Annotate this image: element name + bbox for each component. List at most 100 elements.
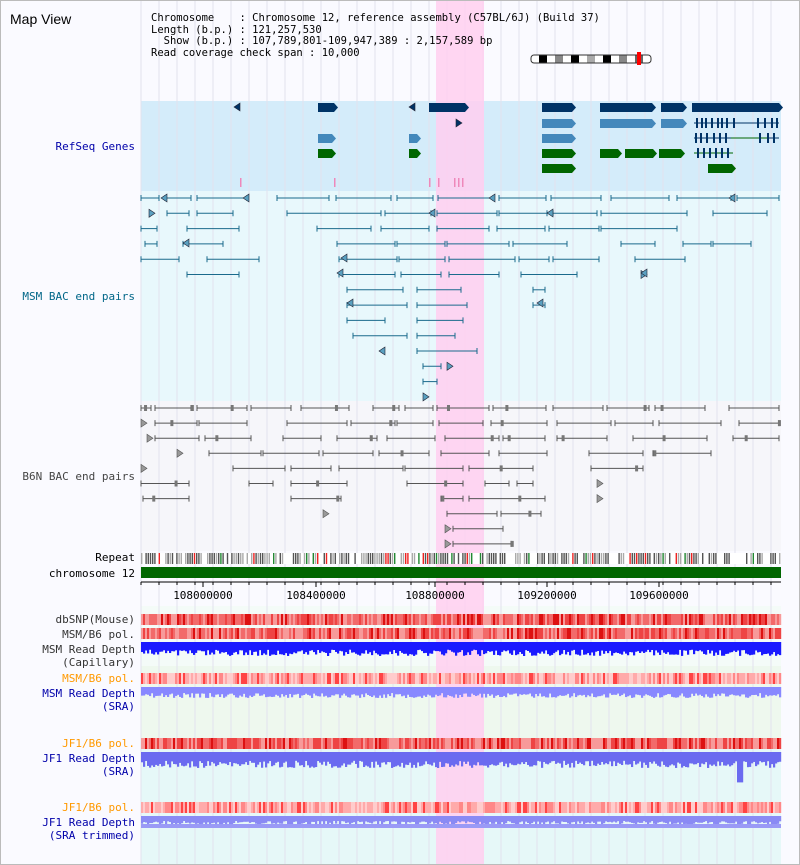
msm-b6-pol-2-heat-cell xyxy=(229,673,232,684)
dbsnp-heat-cell xyxy=(289,614,292,625)
jf1-b6-pol-heat-cell xyxy=(245,738,248,749)
msm-read-depth-sra-bar xyxy=(153,687,156,698)
jf1-read-depth-sra-bar xyxy=(735,752,738,762)
msm-b6-pol-heat-cell xyxy=(353,628,356,639)
msm-read-depth-cap-bar xyxy=(715,642,718,653)
jf1-b6-pol-heat-cell xyxy=(309,738,312,749)
msm-read-depth-sra-bar xyxy=(637,687,640,695)
jf1-b6-pol-2-heat-cell xyxy=(673,802,676,813)
msm-b6-pol-2-heat-cell xyxy=(291,673,294,684)
msm-read-depth-sra-bar xyxy=(175,687,178,696)
jf1-b6-pol-2-heat-cell xyxy=(253,802,256,813)
jf1-b6-pol-2-heat-cell xyxy=(259,802,262,813)
msm-b6-pol-heat-cell xyxy=(257,628,260,639)
msm-read-depth-sra-bar xyxy=(195,687,198,694)
repeat-mark xyxy=(713,553,715,564)
msm-b6-pol-heat-cell xyxy=(641,628,644,639)
msm-b6-pol-2-heat-cell xyxy=(151,673,154,684)
repeat-mark xyxy=(662,553,664,564)
msm-read-depth-cap-bar xyxy=(657,642,660,653)
jf1-read-depth-sra-bar xyxy=(335,752,338,767)
jf1-read-depth-trim-bar xyxy=(757,816,760,824)
jf1-read-depth-sra-label: JF1 Read Depth xyxy=(42,752,135,765)
msm-read-depth-cap-bar xyxy=(593,642,596,656)
jf1-read-depth-sra-bar xyxy=(143,752,146,767)
msm-b6-pol-heat-cell xyxy=(387,628,390,639)
jf1-read-depth-sra-bar xyxy=(537,752,540,761)
msm-read-depth-sra-bar xyxy=(689,687,692,698)
jf1-read-depth-trim-bar xyxy=(555,816,558,824)
msm-read-depth-cap-bar xyxy=(767,642,770,654)
msm-read-depth-sra-bar xyxy=(373,687,376,696)
dbsnp-heat-cell xyxy=(767,614,770,625)
jf1-b6-pol-heat-cell xyxy=(323,738,326,749)
jf1-b6-pol-2-heat-cell xyxy=(671,802,674,813)
jf1-b6-pol-heat-cell xyxy=(467,738,470,749)
repeat-mark xyxy=(596,553,598,564)
repeat-mark xyxy=(253,553,255,564)
msm-b6-pol-2-heat-cell xyxy=(251,673,254,684)
dbsnp-heat-cell xyxy=(571,614,574,625)
jf1-read-depth-sra-bar xyxy=(719,752,722,766)
msm-b6-pol-heat-cell xyxy=(425,628,428,639)
jf1-read-depth-sra-bar xyxy=(197,752,200,768)
jf1-read-depth-trim-bar xyxy=(741,816,744,824)
msm-b6-pol-heat-cell xyxy=(369,628,372,639)
msm-b6-pol-2-heat-cell xyxy=(187,673,190,684)
dbsnp-heat-cell xyxy=(751,614,754,625)
msm-b6-pol-2-heat-cell xyxy=(509,673,512,684)
msm-b6-pol-heat-cell xyxy=(477,628,480,639)
msm-read-depth-cap-bar xyxy=(591,642,594,653)
jf1-read-depth-sra-bar xyxy=(691,752,694,764)
msm-b6-pol-2-heat-cell xyxy=(395,673,398,684)
msm-b6-pol-2-heat-cell xyxy=(757,673,760,684)
jf1-read-depth-sra-bar xyxy=(417,752,420,763)
msm-b6-pol-heat-cell xyxy=(397,628,400,639)
jf1-read-depth-sra-bar xyxy=(199,752,202,762)
repeat-mark xyxy=(726,553,728,564)
msm-read-depth-sra-bar xyxy=(619,687,622,697)
jf1-b6-pol-2-heat-cell xyxy=(377,802,380,813)
msm-read-depth-cap-bar xyxy=(327,642,330,656)
msm-b6-pol-heat-cell xyxy=(273,628,276,639)
jf1-b6-pol-heat-cell xyxy=(641,738,644,749)
annotation-mark xyxy=(438,178,440,187)
msm-read-depth-sra-bar xyxy=(775,687,778,696)
dbsnp-heat-cell xyxy=(575,614,578,625)
msm-b6-pol-2-heat-cell xyxy=(679,673,682,684)
repeat-mark xyxy=(618,553,620,564)
jf1-b6-pol-heat-cell xyxy=(719,738,722,749)
jf1-read-depth-sra-bar xyxy=(283,752,286,763)
repeat-mark xyxy=(658,553,660,564)
dbsnp-heat-cell xyxy=(155,614,158,625)
jf1-read-depth-sra-bar xyxy=(467,752,470,762)
msm-b6-pol-2-heat-cell xyxy=(253,673,256,684)
b6n-end-block xyxy=(653,450,657,457)
dbsnp-heat-cell xyxy=(341,614,344,625)
msm-b6-pol-heat-cell xyxy=(549,628,552,639)
jf1-b6-pol-heat-cell xyxy=(549,738,552,749)
msm-read-depth-sra-bar xyxy=(659,687,662,698)
jf1-b6-pol-heat-cell xyxy=(271,738,274,749)
jf1-b6-pol-2-heat-cell xyxy=(163,802,166,813)
jf1-b6-pol-2-heat-cell xyxy=(527,802,530,813)
jf1-read-depth-trim-bar xyxy=(363,816,366,825)
dbsnp-heat-cell xyxy=(465,614,468,625)
exon xyxy=(715,148,717,158)
jf1-read-depth-sra-bar xyxy=(275,752,278,763)
repeat-mark xyxy=(413,553,416,564)
msm-read-depth-cap-bar xyxy=(461,642,464,651)
repeat-mark xyxy=(517,553,519,564)
msm-read-depth-cap-bar xyxy=(553,642,556,654)
jf1-b6-pol-2-heat-cell xyxy=(397,802,400,813)
msm-read-depth-cap-bar xyxy=(319,642,322,653)
msm-read-depth-sra-bar xyxy=(701,687,704,696)
repeat-mark xyxy=(457,553,460,564)
repeat-mark xyxy=(728,553,730,564)
msm-b6-pol-heat-cell xyxy=(237,628,240,639)
jf1-b6-pol-2-heat-cell xyxy=(269,802,272,813)
jf1-read-depth-sra-bar xyxy=(287,752,290,768)
jf1-b6-pol-2-heat-cell xyxy=(623,802,626,813)
dbsnp-heat-cell xyxy=(201,614,204,625)
